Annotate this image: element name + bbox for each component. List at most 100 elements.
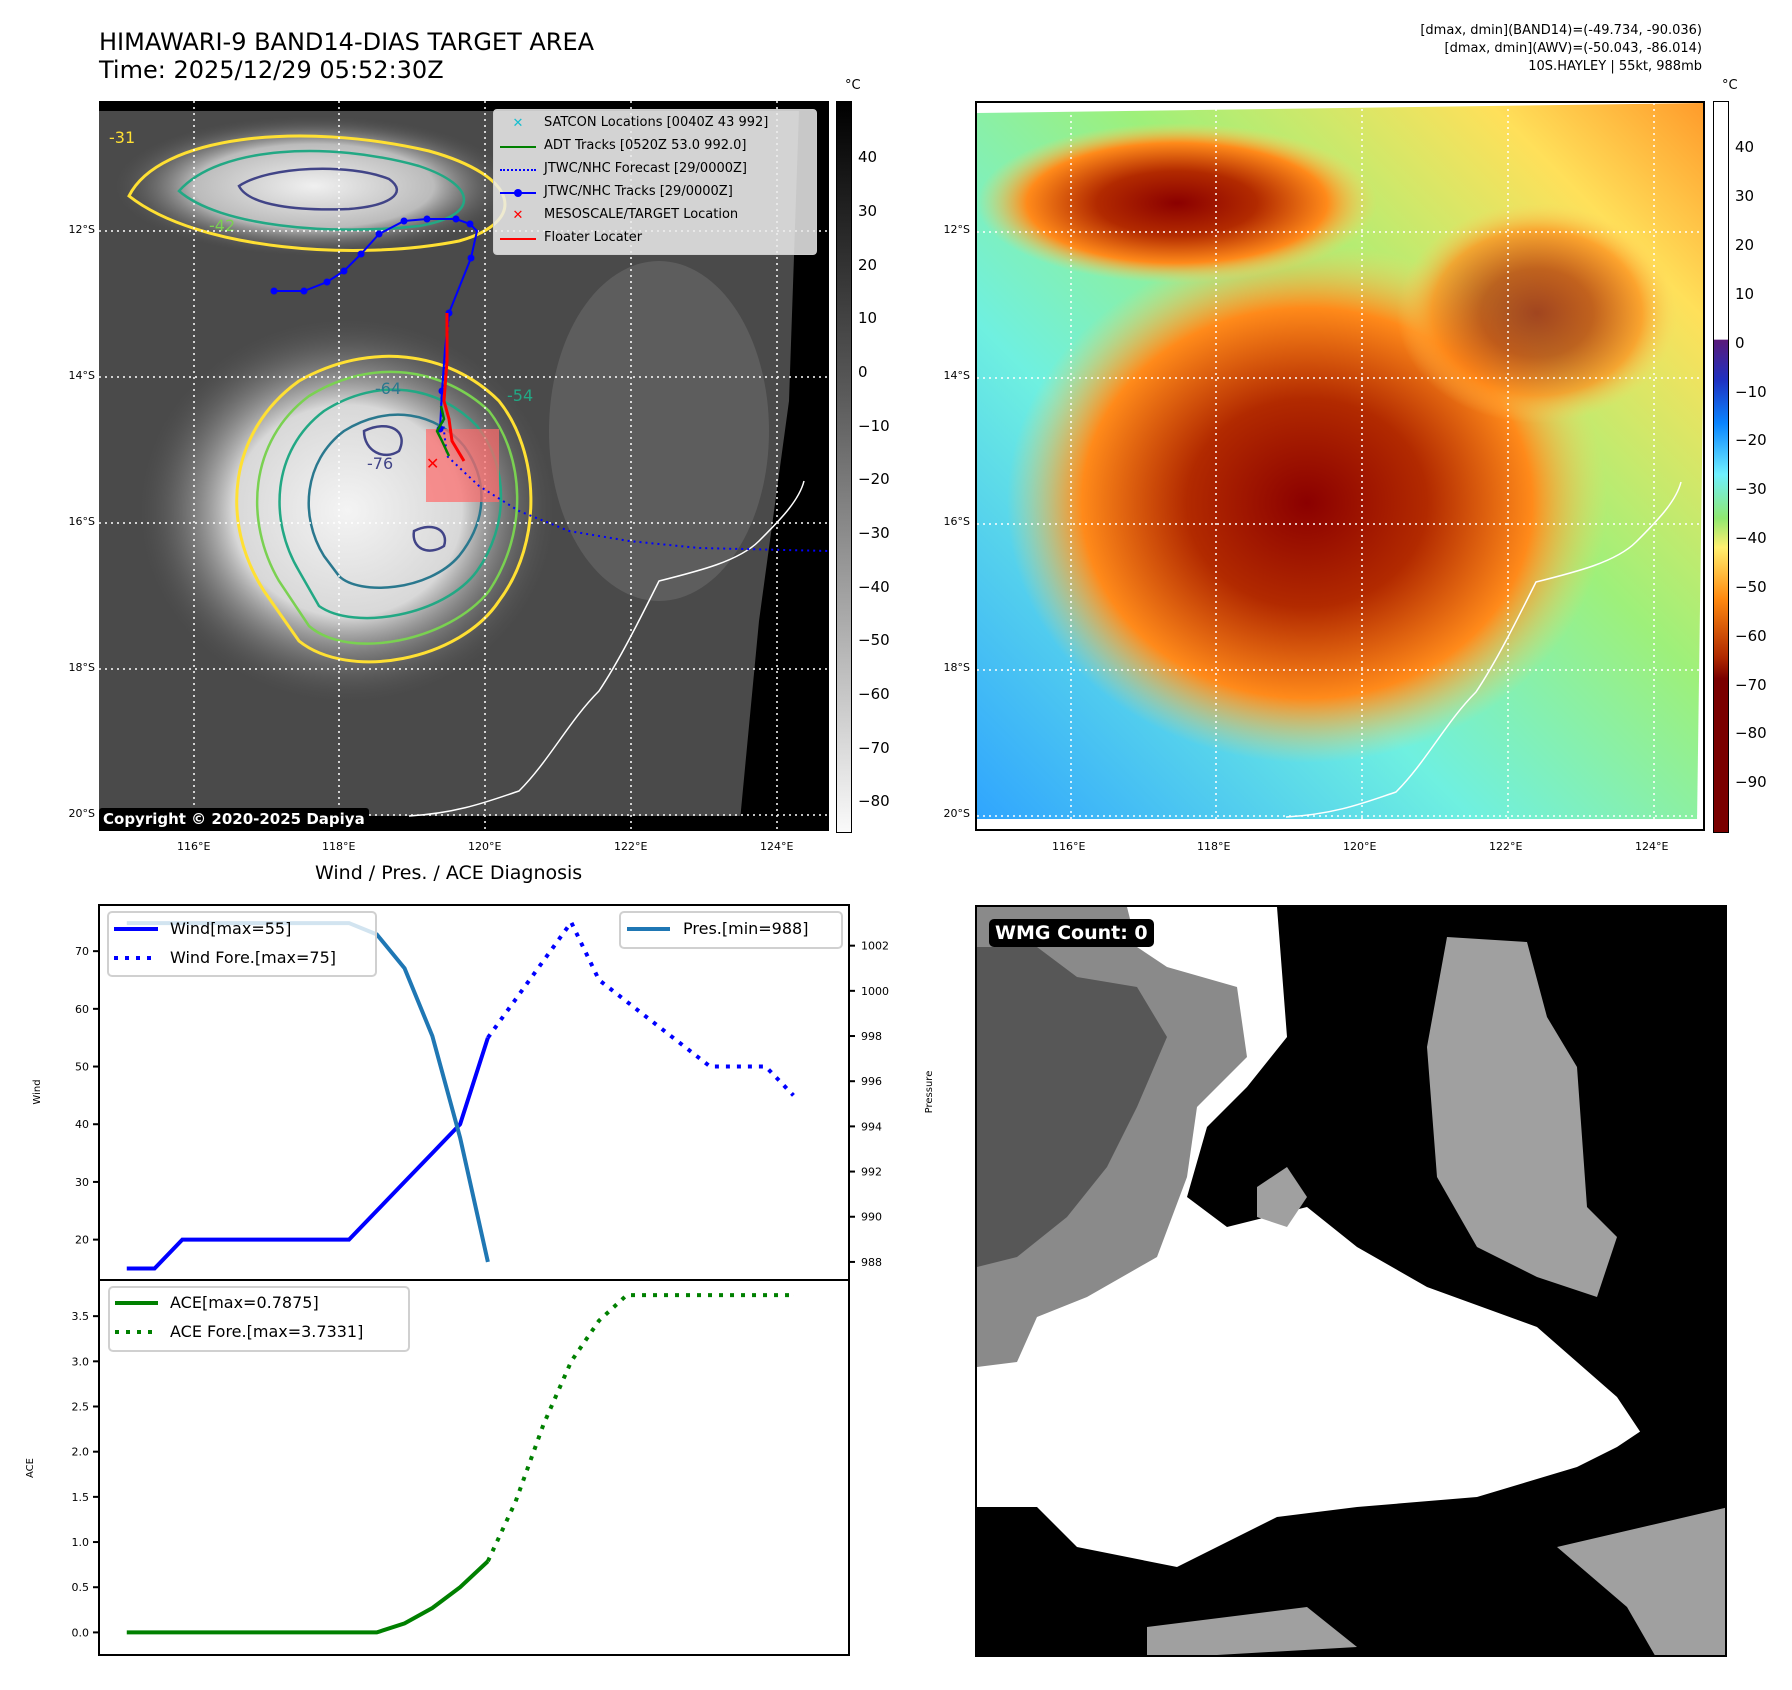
ir-colorbar-unit: °C [845, 78, 861, 93]
pressure-ytick-label: 994 [861, 1120, 882, 1133]
ace-ytick-label: 1.0 [72, 1536, 90, 1549]
lat-tick: 16°S [943, 515, 970, 528]
ace-ytick-label: 3.0 [72, 1355, 90, 1368]
lon-tick: 118°E [322, 840, 356, 853]
ace-ytick-label: 1.5 [72, 1491, 90, 1504]
colorbar-tick: 20 [1735, 236, 1755, 255]
contour-label-76: -76 [367, 454, 393, 473]
wmg-count-badge: WMG Count: 0 [989, 919, 1154, 947]
ace-legend-box [108, 1286, 410, 1352]
colorbar-tick: 10 [858, 309, 878, 328]
wind-ytick-label: 60 [75, 1003, 89, 1016]
wind-ytick-label: 70 [75, 945, 89, 958]
colorbar-tick: −10 [858, 416, 890, 435]
pressure-ytick-label: 990 [861, 1211, 882, 1224]
legend-swatch-icon: ✕ [512, 116, 524, 131]
figure-time: Time: 2025/12/29 05:52:30Z [99, 56, 444, 84]
lon-tick: 124°E [1635, 840, 1669, 853]
wind-ytick-label: 50 [75, 1061, 89, 1074]
colorbar-tick: −20 [1735, 431, 1767, 450]
coastline [408, 480, 805, 817]
legend-label: Floater Locater [544, 230, 643, 245]
awv-colorbar [1713, 101, 1729, 833]
legend-item: ✕ MESOSCALE/TARGET Location [494, 206, 814, 226]
colorbar-tick: −60 [858, 685, 890, 704]
lon-tick: 118°E [1197, 840, 1231, 853]
wind-ytick-label: 30 [75, 1176, 89, 1189]
lon-tick: 122°E [614, 840, 648, 853]
copyright-badge: Copyright © 2020-2025 Dapiya [99, 808, 369, 830]
series-line-wind-fore- [486, 918, 795, 1097]
legend-item: JTWC/NHC Tracks [29/0000Z] [494, 183, 814, 203]
series-line-wind [126, 1037, 490, 1271]
lat-tick: 14°S [943, 369, 970, 382]
lon-tick: 120°E [468, 840, 502, 853]
colorbar-tick: −40 [1735, 529, 1767, 548]
pressure-axis-label: Pressure [924, 1071, 935, 1114]
pressure-ytick-label: 988 [861, 1256, 882, 1269]
legend-wind-label: Wind[max=55] [170, 919, 291, 938]
ir-colorbar [836, 101, 852, 833]
colorbar-tick: 40 [858, 148, 878, 167]
ir-colorbar-ticks: 40 30 20 10 0 −10 −20 −30 −40 −50 −60 −70 −80 [858, 101, 898, 831]
ir-map-panel: -64 -54 -76 -31 -42 ✕ [99, 101, 829, 831]
awv-lat-axis: 12°S 14°S 16°S 18°S 20°S [930, 101, 970, 831]
stats-block: [dmax, dmin](BAND14)=(-49.734, -90.036) … [1420, 22, 1702, 76]
pressure-ytick-label: 1000 [861, 985, 889, 998]
colorbar-tick: −10 [1735, 382, 1767, 401]
lat-tick: 20°S [68, 807, 95, 820]
ir-lat-axis: 12°S 14°S 16°S 18°S 20°S [55, 101, 95, 831]
lat-tick: 20°S [943, 807, 970, 820]
colorbar-tick: −40 [858, 577, 890, 596]
colorbar-tick: 0 [1735, 333, 1745, 352]
adt-track-line [435, 405, 451, 457]
colorbar-tick: −50 [858, 631, 890, 650]
wind-ytick-label: 40 [75, 1118, 89, 1131]
contour-minus76 [362, 425, 403, 457]
colorbar-tick: 30 [1735, 187, 1755, 206]
legend-label: SATCON Locations [0040Z 43 992] [544, 115, 769, 130]
lon-tick: 116°E [177, 840, 211, 853]
lat-tick: 16°S [68, 515, 95, 528]
lat-tick: 14°S [68, 369, 95, 382]
pressure-ytick-label: 992 [861, 1166, 882, 1179]
colorbar-tick: 40 [1735, 138, 1755, 157]
contour-label-64: -64 [375, 379, 401, 398]
contour-minus42 [255, 370, 519, 645]
contour-minus31 [235, 354, 533, 664]
ace-axis-label: ACE [25, 1458, 36, 1478]
legend-swatch-icon [500, 231, 536, 247]
series-line-ace [126, 1559, 490, 1635]
wind-ytick-label: 20 [75, 1234, 89, 1247]
lat-tick: 12°S [943, 223, 970, 236]
colorbar-tick: 10 [1735, 284, 1755, 303]
legend-label: ADT Tracks [0520Z 53.0 992.0] [544, 138, 747, 153]
legend-pressure-label: Pres.[min=988] [683, 919, 808, 938]
colorbar-tick: −20 [858, 470, 890, 489]
pressure-ytick-label: 998 [861, 1030, 882, 1043]
legend-item: JTWC/NHC Forecast [29/0000Z] [494, 160, 814, 180]
awv-map-image [977, 103, 1703, 829]
colorbar-tick: −80 [858, 792, 890, 811]
legend-label: JTWC/NHC Tracks [29/0000Z] [544, 184, 733, 199]
contour-label-54: -54 [507, 386, 533, 405]
ace-ytick-label: 2.5 [72, 1401, 90, 1414]
stats-band14: [dmax, dmin](BAND14)=(-49.734, -90.036) [1420, 23, 1702, 38]
awv-map-panel [975, 101, 1705, 831]
colorbar-tick: −70 [1735, 675, 1767, 694]
target-area-box [426, 429, 499, 502]
lon-tick: 120°E [1343, 840, 1377, 853]
awv-colorbar-ticks: 40 30 20 10 0 −10 −20 −30 −40 −50 −60 −70 −80 −90 [1735, 101, 1785, 831]
colorbar-tick: −50 [1735, 577, 1767, 596]
pressure-ytick-label: 1002 [861, 940, 889, 953]
contour-minus54 [278, 388, 503, 620]
legend-swatch-icon [500, 139, 536, 155]
colorbar-tick: 20 [858, 255, 878, 274]
jtwc-forecast-line [439, 312, 829, 552]
diagnosis-title: Wind / Pres. / ACE Diagnosis [315, 862, 583, 884]
legend-ace-fore-label: ACE Fore.[max=3.7331] [170, 1322, 363, 1341]
pressure-ytick-label: 996 [861, 1075, 882, 1088]
lat-tick: 12°S [68, 223, 95, 236]
colorbar-tick: −30 [1735, 480, 1767, 499]
ace-axes-frame [98, 1279, 850, 1656]
